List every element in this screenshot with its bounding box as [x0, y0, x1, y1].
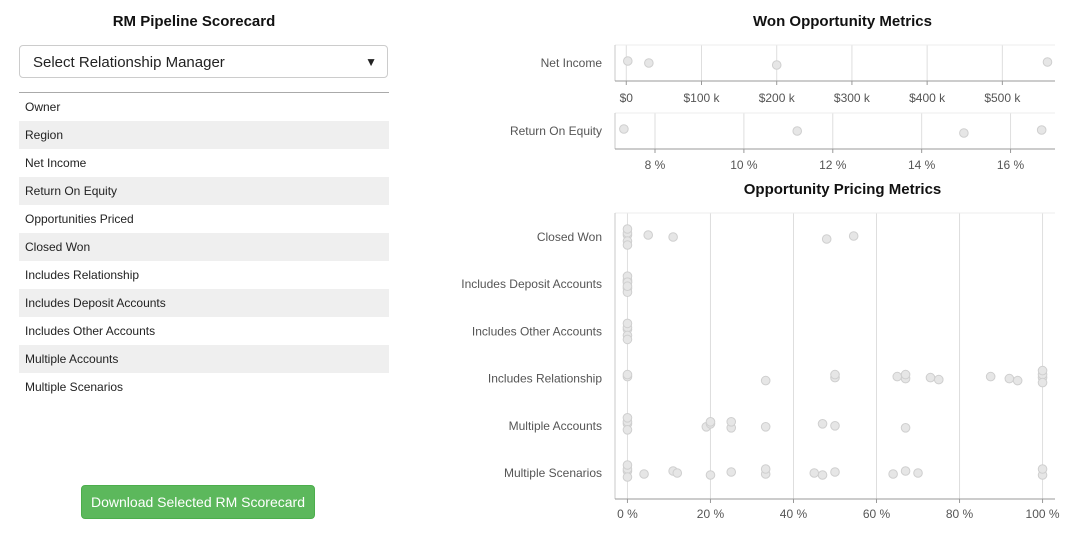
data-point-return-on-equity-3: [1036, 125, 1047, 135]
field-multiple-accounts[interactable]: Multiple Accounts: [19, 345, 389, 373]
caret-down-icon: ▼: [365, 55, 377, 69]
field-opportunities-priced[interactable]: Opportunities Priced: [25, 212, 134, 226]
data-point-includes-relationship-15: [1037, 377, 1048, 388]
data-point-multiple-accounts-10: [817, 419, 828, 429]
won-metrics-title: Won Opportunity Metrics: [753, 13, 932, 30]
data-point-multiple-scenarios-12: [817, 470, 828, 480]
category-label-return-on-equity: Return On Equity: [510, 124, 602, 138]
data-point-multiple-scenarios-10: [760, 464, 771, 474]
data-point-includes-relationship-9: [933, 374, 944, 385]
category-label-multiple-scenarios: Multiple Scenarios: [504, 466, 602, 480]
data-point-multiple-scenarios-3: [622, 460, 633, 470]
data-point-multiple-accounts-11: [830, 421, 840, 431]
tick-label-2-2: 40 %: [780, 507, 808, 521]
tick-label-0-0: $0: [620, 91, 634, 105]
field-includes-deposit-accounts[interactable]: Includes Deposit Accounts: [19, 289, 389, 317]
data-point-multiple-scenarios-15: [900, 466, 911, 476]
data-point-closed-won-8: [848, 231, 859, 241]
tick-label-0-2: $200 k: [759, 91, 796, 105]
data-point-includes-relationship-5: [892, 371, 903, 382]
data-point-includes-relationship-8: [925, 372, 936, 383]
data-point-includes-other-accounts-4: [622, 334, 633, 345]
data-point-includes-relationship-16: [1037, 365, 1048, 376]
scorecard-field-list: Owner Region Net Income Return On Equity…: [19, 92, 389, 401]
tick-label-1-2: 12 %: [819, 158, 847, 172]
field-owner[interactable]: Owner: [25, 100, 61, 114]
field-includes-relationship[interactable]: Includes Relationship: [25, 268, 140, 282]
data-point-includes-relationship-10: [985, 371, 996, 382]
category-label-net-income: Net Income: [541, 56, 603, 70]
data-point-includes-relationship-1: [622, 369, 633, 380]
field-includes-other-accounts[interactable]: Includes Other Accounts: [25, 324, 156, 338]
pricing-metrics-title: Opportunity Pricing Metrics: [743, 181, 942, 198]
data-point-multiple-accounts-9: [760, 422, 771, 432]
tick-label-2-4: 80 %: [946, 507, 974, 521]
data-point-includes-relationship-12: [1012, 375, 1023, 386]
data-point-multiple-scenarios-13: [830, 467, 840, 477]
data-point-return-on-equity-2: [959, 128, 969, 138]
data-point-multiple-scenarios-2: [622, 472, 633, 482]
data-point-multiple-accounts-6: [705, 417, 716, 427]
select-label: Select Relationship Manager: [33, 54, 225, 71]
scorecard-title: RM Pipeline Scorecard: [112, 13, 276, 30]
data-point-net-income-0: [622, 56, 633, 66]
category-label-multiple-accounts: Multiple Accounts: [509, 419, 602, 433]
data-point-includes-deposit-accounts-6: [622, 281, 633, 292]
data-point-net-income-3: [1042, 57, 1053, 67]
category-label-closed-won: Closed Won: [537, 230, 602, 244]
tick-label-0-5: $500 k: [984, 91, 1021, 105]
field-closed-won[interactable]: Closed Won: [19, 233, 389, 261]
data-point-closed-won-4: [622, 240, 633, 250]
tick-label-2-5: 100 %: [1026, 507, 1060, 521]
field-region[interactable]: Region: [19, 121, 389, 149]
data-point-multiple-scenarios-8: [726, 467, 737, 477]
tick-label-1-0: 8 %: [645, 158, 666, 172]
data-point-multiple-scenarios-16: [913, 468, 923, 478]
tick-label-2-3: 60 %: [863, 507, 891, 521]
tick-label-2-1: 20 %: [697, 507, 725, 521]
tick-label-2-0: 0 %: [617, 507, 638, 521]
data-point-multiple-scenarios-14: [888, 469, 898, 479]
data-point-multiple-scenarios-11: [809, 468, 820, 478]
field-net-income[interactable]: Net Income: [25, 156, 87, 170]
data-point-multiple-scenarios-6: [672, 468, 683, 478]
data-point-multiple-scenarios-7: [705, 470, 716, 480]
category-label-includes-relationship: Includes Relationship: [488, 372, 602, 386]
relationship-manager-select[interactable]: Select Relationship Manager ▼: [19, 45, 388, 78]
data-point-multiple-scenarios-4: [639, 469, 649, 479]
data-point-net-income-1: [644, 58, 654, 68]
data-point-multiple-accounts-12: [900, 423, 911, 433]
data-point-multiple-accounts-8: [726, 417, 737, 427]
data-point-includes-relationship-2: [760, 375, 771, 386]
data-point-closed-won-6: [668, 232, 678, 242]
category-label-includes-other-accounts: Includes Other Accounts: [472, 324, 602, 338]
tick-label-1-3: 14 %: [908, 158, 936, 172]
data-point-closed-won-7: [821, 234, 832, 244]
data-point-multiple-scenarios-18: [1037, 464, 1048, 474]
tick-label-0-4: $400 k: [909, 91, 946, 105]
data-point-includes-other-accounts-3: [622, 318, 633, 329]
data-point-return-on-equity-0: [619, 124, 629, 134]
data-point-net-income-2: [771, 60, 782, 70]
data-point-closed-won-3: [622, 224, 633, 234]
tick-label-1-4: 16 %: [997, 158, 1025, 172]
download-scorecard-button[interactable]: Download Selected RM Scorecard: [81, 485, 315, 519]
data-point-return-on-equity-1: [792, 126, 803, 136]
tick-label-1-1: 10 %: [730, 158, 758, 172]
data-point-includes-relationship-11: [1004, 373, 1015, 384]
data-point-includes-relationship-4: [830, 369, 840, 380]
data-point-includes-relationship-7: [900, 369, 911, 380]
category-label-includes-deposit-accounts: Includes Deposit Accounts: [461, 277, 602, 291]
field-multiple-scenarios[interactable]: Multiple Scenarios: [25, 380, 124, 394]
tick-label-0-1: $100 k: [683, 91, 720, 105]
data-point-closed-won-5: [643, 230, 654, 240]
data-point-multiple-accounts-2: [622, 425, 633, 435]
data-point-multiple-accounts-3: [622, 413, 633, 423]
field-return-on-equity[interactable]: Return On Equity: [19, 177, 389, 205]
tick-label-0-3: $300 k: [834, 91, 871, 105]
